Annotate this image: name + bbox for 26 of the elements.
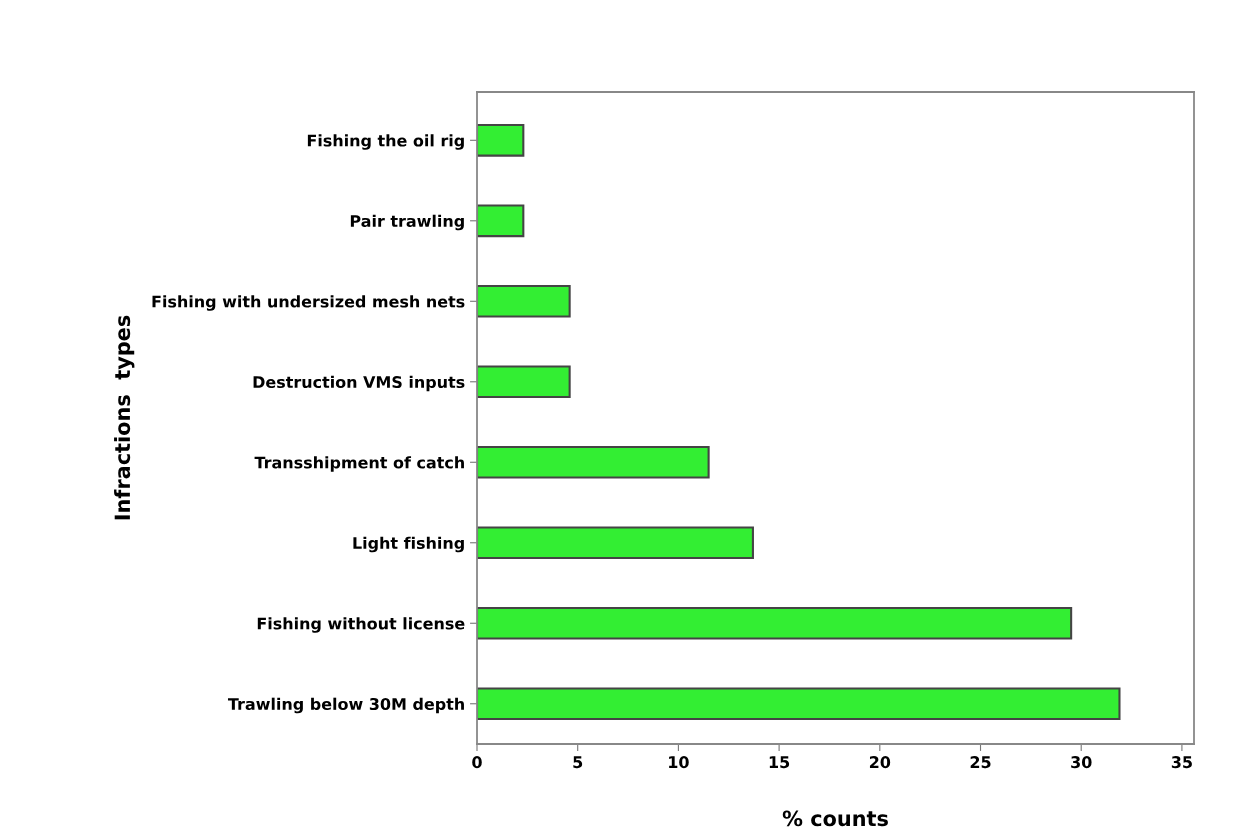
x-tick-label: 30 xyxy=(1071,756,1092,769)
y-tick-label: Fishing with undersized mesh nets xyxy=(152,295,465,311)
x-tick-label: 10 xyxy=(669,756,689,769)
bar xyxy=(477,204,525,238)
x-tick-label: 25 xyxy=(970,756,991,769)
y-tick-label: Light fishing xyxy=(353,536,464,553)
x-tick-label: 35 xyxy=(1171,756,1192,769)
bar xyxy=(477,445,710,479)
x-tick-label: 15 xyxy=(769,756,790,769)
bar xyxy=(477,526,754,560)
y-tick-label: Trawling below 30M depth xyxy=(227,697,464,714)
y-tick-label: Fishing the oil rig xyxy=(307,134,464,150)
y-tick-label: Fishing without license xyxy=(257,617,465,633)
y-tick-label: Destruction VMS inputs xyxy=(253,375,465,392)
x-axis-title: % counts xyxy=(782,810,888,827)
bar xyxy=(477,284,571,318)
y-tick-label: Transshipment of catch xyxy=(254,456,464,472)
bar xyxy=(477,687,1121,721)
x-tick-label: 0 xyxy=(472,756,482,769)
bar xyxy=(477,365,571,399)
x-tick-label: 5 xyxy=(573,756,583,769)
bar xyxy=(477,606,1073,640)
y-axis-title: Infractions types xyxy=(114,315,135,520)
x-tick-label: 20 xyxy=(869,756,891,769)
bar xyxy=(477,123,525,157)
y-tick-label: Pair trawling xyxy=(350,214,464,231)
